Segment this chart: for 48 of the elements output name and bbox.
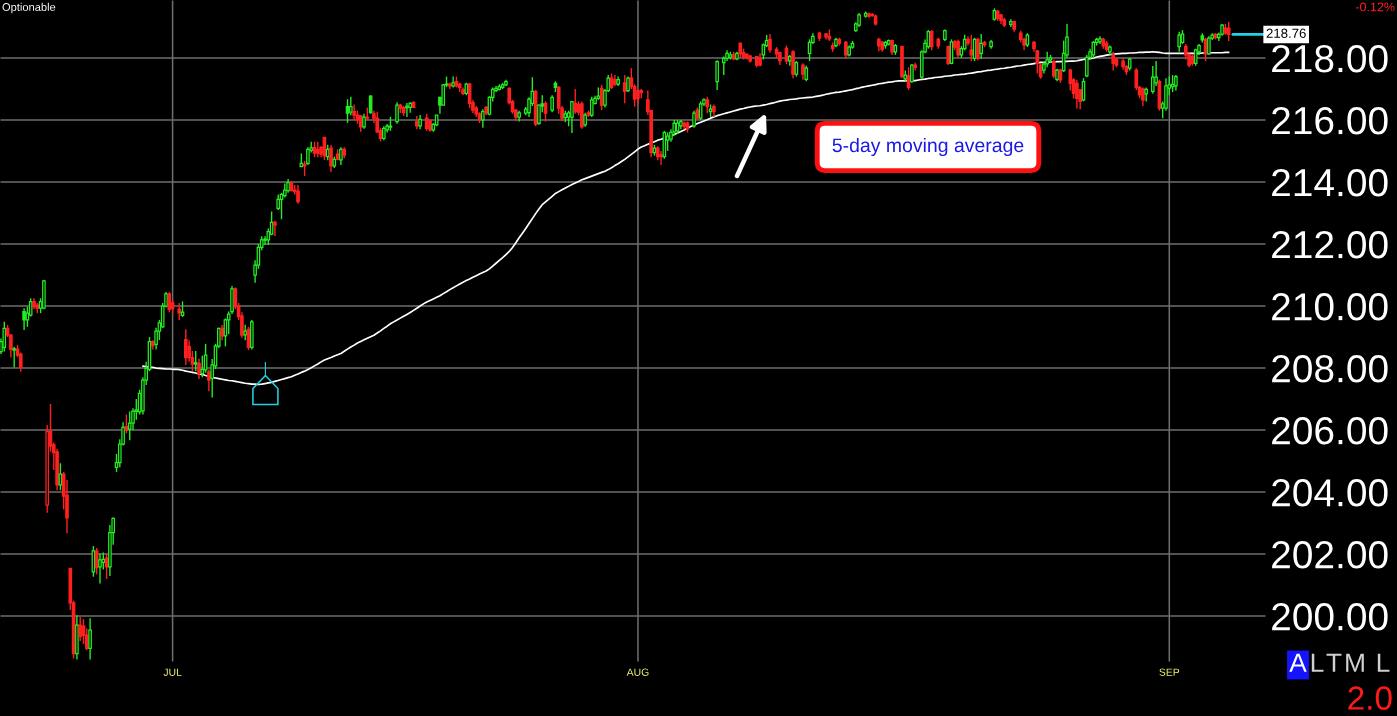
text: L — [1311, 653, 1324, 672]
candlestick — [183, 328, 188, 366]
text: 2.0 — [1348, 686, 1392, 710]
annotation: 5-day moving average — [832, 137, 1024, 157]
candlestick — [1207, 35, 1211, 56]
text: -0.12% — [1355, 2, 1395, 12]
candlestick — [570, 100, 574, 134]
candlestick — [979, 33, 983, 60]
candlestick — [197, 358, 201, 380]
candlestick — [127, 410, 132, 441]
candlestick — [715, 59, 719, 91]
y-tick-label: 204.00 — [1272, 479, 1388, 507]
y-tick-label: 210.00 — [1272, 292, 1388, 321]
candlestick — [78, 616, 83, 642]
candlestick — [976, 37, 980, 61]
candlestick — [22, 307, 26, 331]
x-tick-label: JUL — [163, 668, 182, 676]
candlestick — [263, 235, 267, 246]
y-tick-label: 200.00 — [1272, 603, 1388, 631]
candlestick — [352, 103, 356, 121]
text: L — [1377, 653, 1390, 672]
y-tick-label: 214.00 — [1272, 168, 1388, 197]
candlestick — [124, 413, 129, 434]
candlestick — [481, 108, 485, 129]
text: A — [1289, 653, 1307, 672]
candlestick — [659, 150, 663, 166]
text: 218.76 — [1266, 28, 1306, 38]
candlestick — [1150, 65, 1155, 95]
candlestick — [929, 29, 934, 51]
x-tick-label: AUG — [626, 668, 649, 676]
y-tick-label: 212.00 — [1272, 230, 1388, 259]
text: M — [1346, 653, 1364, 672]
candlestick — [768, 33, 772, 54]
candlestick — [207, 368, 211, 393]
y-tick-label: 218.00 — [1272, 44, 1388, 73]
text: T — [1326, 653, 1342, 672]
annotation: Optionable — [2, 2, 56, 14]
x-tick-label: SEP — [1159, 668, 1180, 676]
y-tick-label: 216.00 — [1272, 106, 1388, 135]
y-tick-label: 208.00 — [1272, 354, 1388, 383]
y-tick-label: 202.00 — [1272, 541, 1388, 569]
candlestick — [1051, 58, 1056, 79]
candlestick — [94, 547, 99, 575]
candlestick — [273, 220, 277, 237]
candlestick — [58, 462, 63, 491]
candlestick — [349, 96, 353, 117]
y-tick-label: 206.00 — [1272, 417, 1388, 445]
candlestick — [395, 101, 399, 125]
